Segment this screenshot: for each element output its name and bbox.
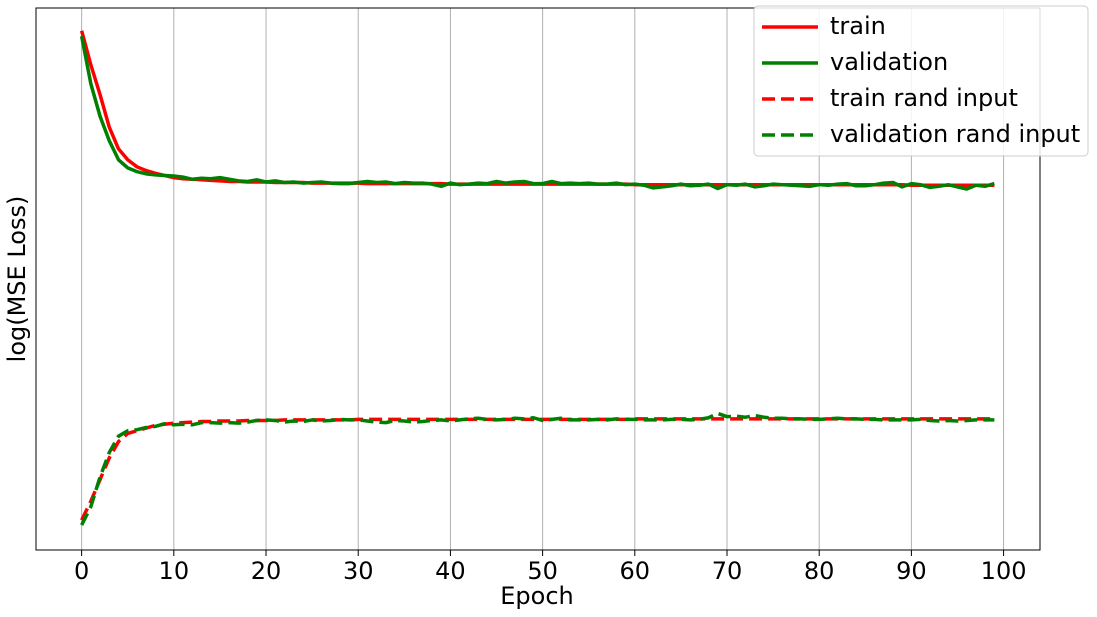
series-line xyxy=(79,35,995,191)
x-tick-label: 40 xyxy=(435,557,466,585)
series-line xyxy=(80,411,995,526)
x-tick-label: 80 xyxy=(804,557,835,585)
x-tick-label: 60 xyxy=(620,557,651,585)
legend-label: train xyxy=(830,12,886,40)
legend-label: validation rand input xyxy=(830,120,1080,148)
legend: train validation train rand input validatio… xyxy=(753,5,1089,157)
legend-box xyxy=(753,5,1089,157)
x-tick-label: 90 xyxy=(896,557,927,585)
plot-frame xyxy=(35,7,1041,551)
y-axis-label: log(MSE Loss) xyxy=(3,196,31,363)
series-line xyxy=(80,417,995,521)
x-tick-label: 10 xyxy=(159,557,190,585)
x-tick-label: 20 xyxy=(251,557,282,585)
legend-label: train rand input xyxy=(830,84,1018,112)
x-tick-label: 100 xyxy=(981,557,1027,585)
legend-label: validation xyxy=(830,48,948,76)
x-axis-label: Epoch xyxy=(500,582,574,610)
x-tick-label: 70 xyxy=(712,557,743,585)
x-tick-label: 0 xyxy=(74,557,89,585)
x-tick-label: 50 xyxy=(527,557,558,585)
x-tick-label: 30 xyxy=(343,557,374,585)
